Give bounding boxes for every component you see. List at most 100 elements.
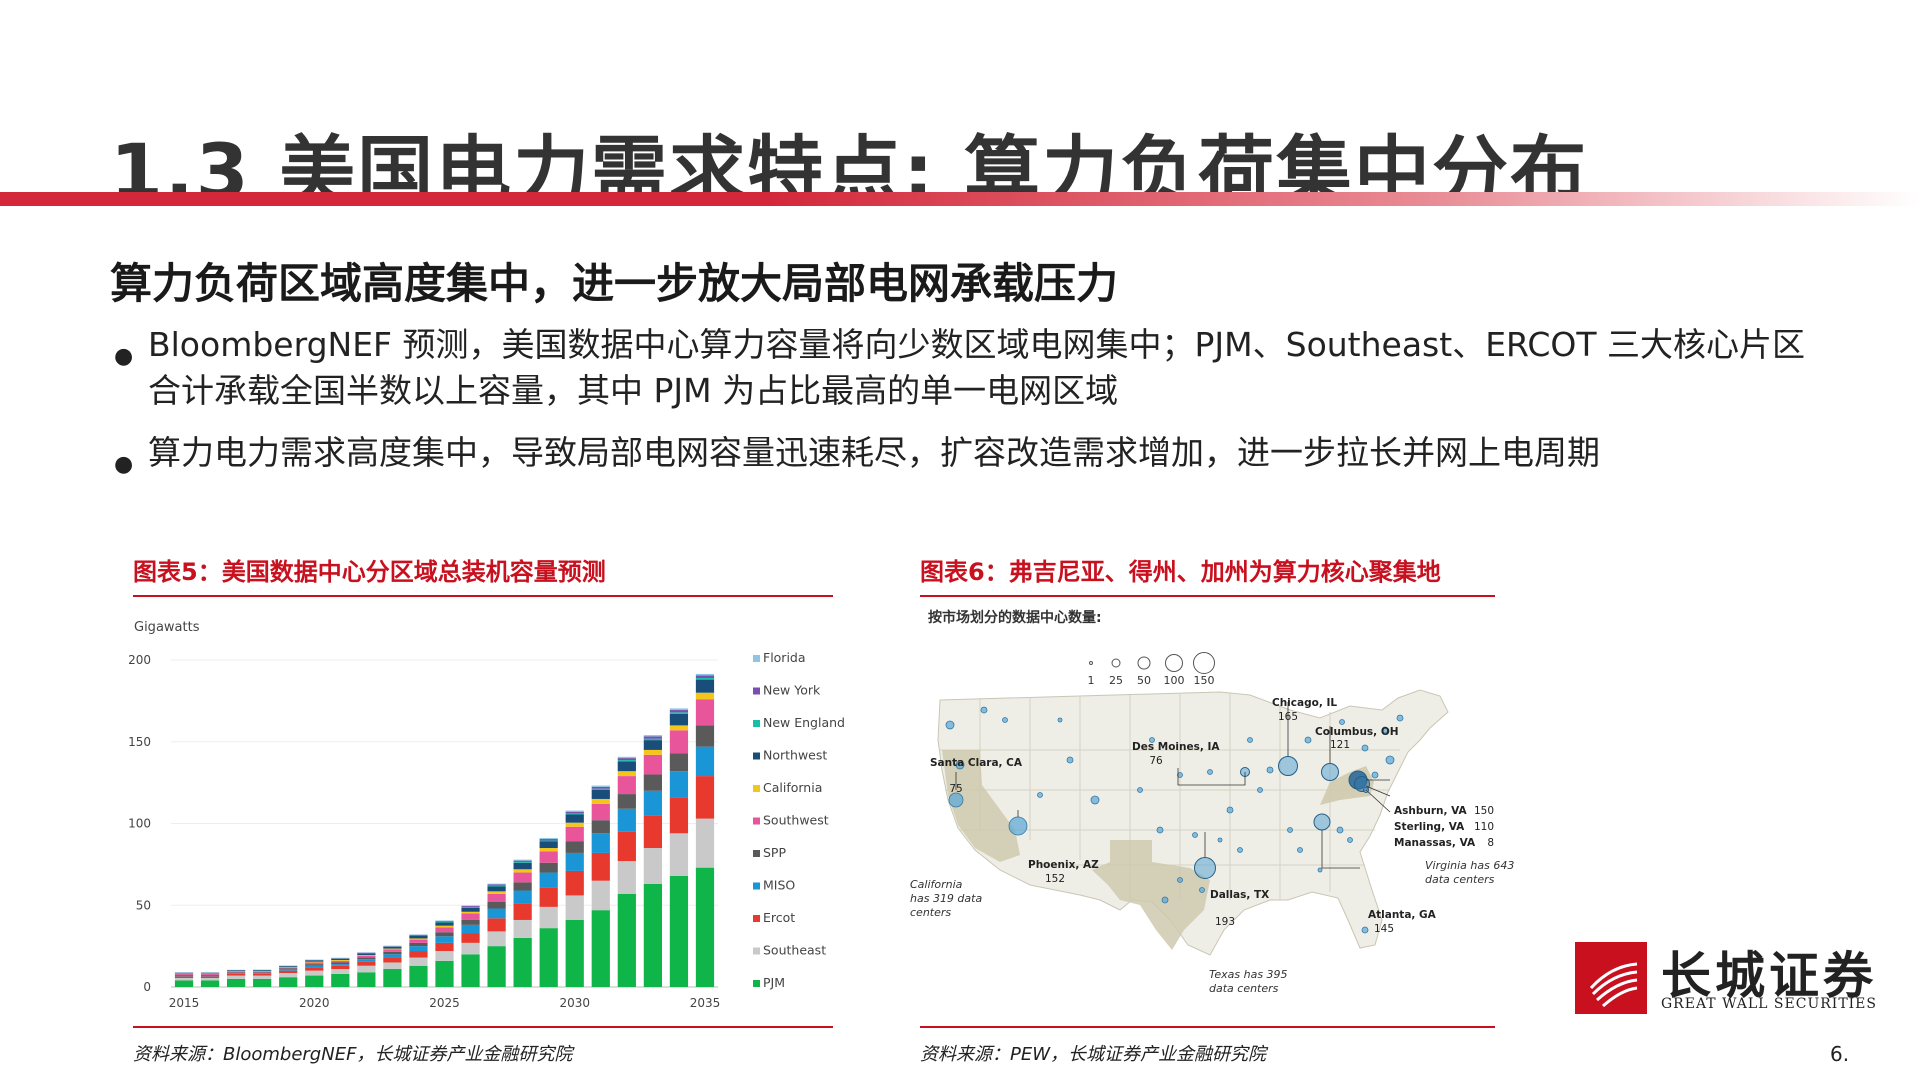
legend-label: MISO xyxy=(763,878,795,893)
bar-segment xyxy=(643,883,662,987)
bar-segment xyxy=(539,851,558,863)
x-tick-label: 2030 xyxy=(559,996,590,1010)
bar-segment xyxy=(435,925,454,928)
bar-segment xyxy=(174,980,194,987)
bar-segment xyxy=(643,735,662,737)
label-ashburn: Ashburn, VA xyxy=(1394,805,1468,817)
bar-segment xyxy=(487,891,506,894)
figure6-source: 资料来源：PEW，长城证券产业金融研究院 xyxy=(920,1044,1267,1065)
bar-segment xyxy=(435,921,454,922)
bar-segment xyxy=(331,962,350,965)
bar-segment xyxy=(331,960,350,961)
bar-segment xyxy=(383,949,402,952)
texas-shape xyxy=(1092,840,1210,950)
legend-swatch xyxy=(753,850,760,857)
bar-segment xyxy=(565,814,584,823)
bar-segment xyxy=(383,962,402,970)
figure6-bottom-rule xyxy=(920,1026,1495,1028)
bar-segment xyxy=(591,820,610,834)
bar-segment xyxy=(253,973,272,974)
bar-segment xyxy=(591,798,610,804)
bar-segment xyxy=(565,813,584,815)
y-axis-label: Gigawatts xyxy=(134,620,200,635)
svg-text:75: 75 xyxy=(949,783,962,795)
svg-text:76: 76 xyxy=(1149,755,1163,767)
legend-label: California xyxy=(763,780,822,795)
bar-segment xyxy=(695,675,715,678)
legend-swatch xyxy=(753,817,760,825)
bar-segment xyxy=(253,972,272,974)
bar-segment xyxy=(539,928,558,987)
bar-segment xyxy=(461,933,480,943)
x-tick-label: 2025 xyxy=(429,996,460,1010)
figure6-title: 图表6：弗吉尼亚、得州、加州为算力核心聚集地 xyxy=(920,558,1441,586)
bar-segment xyxy=(279,969,298,971)
bar-segment xyxy=(617,893,636,987)
svg-text:152: 152 xyxy=(1045,873,1065,885)
y-tick-label: 150 xyxy=(128,735,151,749)
legend-swatch xyxy=(753,980,760,987)
svg-text:100: 100 xyxy=(1164,674,1185,687)
bar-segment xyxy=(435,920,454,922)
x-tick-label: 2015 xyxy=(169,996,200,1010)
label-desmoines: Des Moines, IA xyxy=(1132,741,1220,753)
bar-segment xyxy=(669,712,689,714)
x-tick-label: 2035 xyxy=(690,996,721,1010)
bar-segment xyxy=(174,972,194,974)
bar-segment xyxy=(617,761,636,772)
bar-chart: Gigawatts 0 50 100 150 200 2015 2020 2025 2030 203… xyxy=(128,620,845,1010)
bar-segment xyxy=(174,976,194,979)
bullet-text: 算力电力需求高度集中，导致局部电网容量迅速耗尽，扩容改造需求增加，进一步拉长并网… xyxy=(148,433,1600,472)
bar-segment xyxy=(669,725,689,731)
bar-segment xyxy=(487,885,506,887)
bar-segment xyxy=(305,964,324,966)
bar-segment xyxy=(409,934,428,936)
bar-segment xyxy=(305,962,324,965)
bar-segment xyxy=(513,861,532,863)
bar-segment xyxy=(279,966,298,967)
bar-segment xyxy=(487,918,506,932)
svg-text:121: 121 xyxy=(1330,739,1350,751)
bar-segment xyxy=(487,884,506,886)
bar-segment xyxy=(643,754,662,775)
bar-segment xyxy=(669,771,689,798)
bar-segment xyxy=(435,922,454,926)
bar-segment xyxy=(591,785,610,787)
bar-segment xyxy=(591,833,610,853)
bar-segment xyxy=(331,965,350,970)
y-tick-label: 200 xyxy=(128,653,151,667)
bar-segment xyxy=(461,907,480,912)
bar-segment xyxy=(565,810,584,812)
label-atlanta: Atlanta, GA xyxy=(1368,909,1437,921)
bar-segment xyxy=(643,774,662,791)
bar-segment xyxy=(357,957,376,960)
figure6-top-rule xyxy=(920,595,1495,597)
bar-segment xyxy=(200,973,220,975)
bar-segment xyxy=(357,959,376,962)
bar-segment xyxy=(331,960,350,963)
california-shape xyxy=(942,750,1020,862)
bar-segment xyxy=(591,786,610,789)
svg-text:193: 193 xyxy=(1215,916,1235,928)
legend-label: New England xyxy=(763,715,845,730)
bar-segment xyxy=(643,738,662,741)
svg-text:145: 145 xyxy=(1374,923,1394,935)
bar-segment xyxy=(487,883,506,885)
legend-label: New York xyxy=(763,683,821,698)
bar-segment xyxy=(253,978,272,987)
us-landmass xyxy=(937,689,1449,956)
bar-segment xyxy=(409,935,428,939)
bar-segment xyxy=(253,975,272,979)
bar-segment xyxy=(695,679,715,693)
bar-segment xyxy=(357,953,376,956)
legend-label: Florida xyxy=(763,650,806,665)
bar-segment xyxy=(461,942,480,955)
bar-segment xyxy=(487,901,506,909)
bar-segment xyxy=(174,978,194,981)
bar-segment xyxy=(539,848,558,852)
legend-swatch xyxy=(753,882,760,890)
label-columbus: Columbus, OH xyxy=(1315,726,1399,738)
bar-segment xyxy=(513,859,532,861)
legend-swatch xyxy=(753,687,760,695)
bar-segment xyxy=(487,886,506,892)
